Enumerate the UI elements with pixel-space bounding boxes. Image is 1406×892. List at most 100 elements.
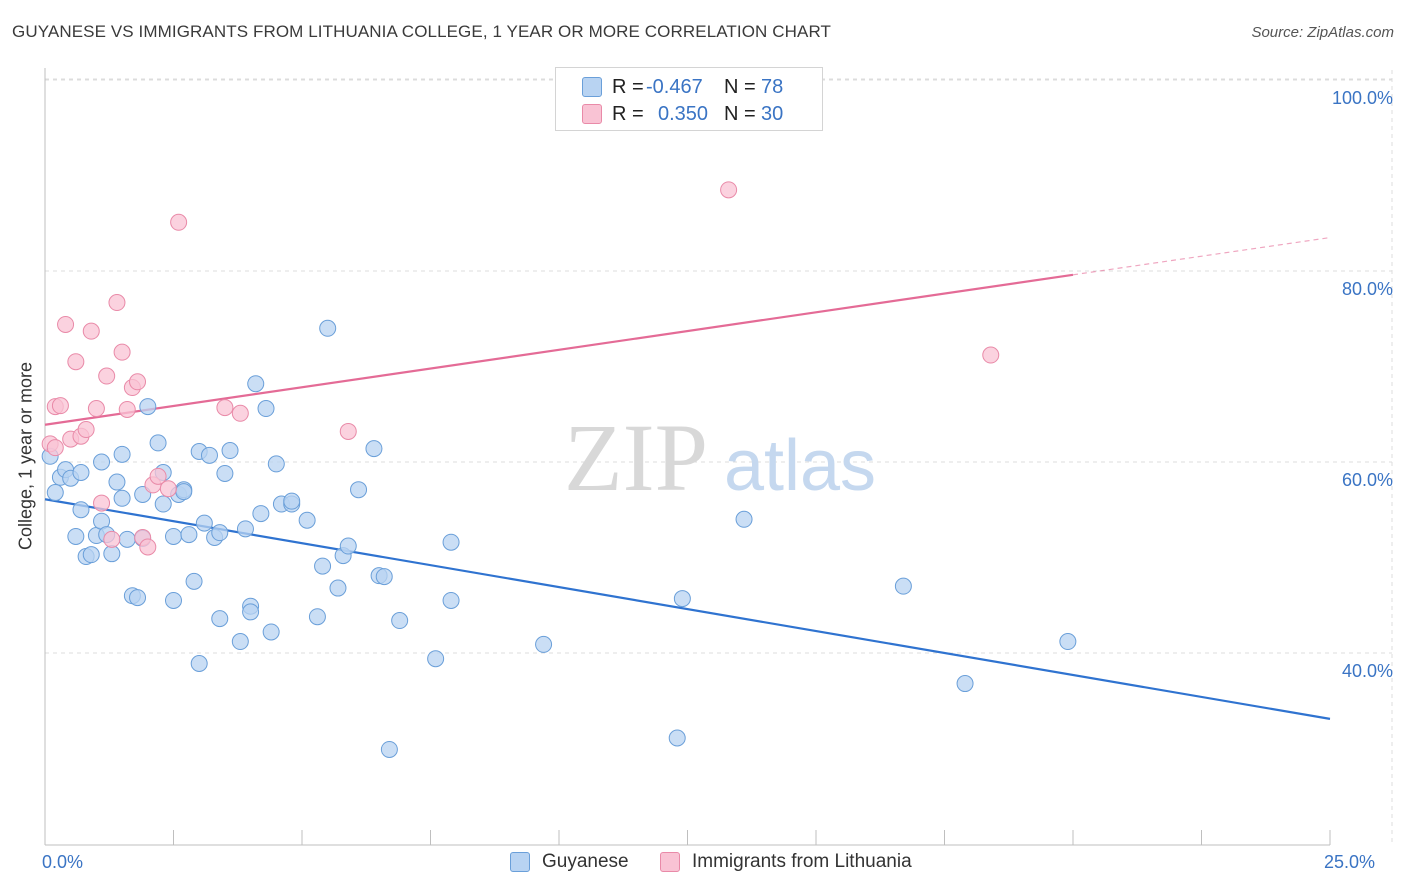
- legend-r-label: R =: [612, 102, 644, 125]
- point-guyanese: [257, 400, 275, 418]
- point-guyanese: [72, 464, 90, 482]
- point-guyanese: [956, 675, 974, 693]
- point-guyanese: [427, 650, 445, 668]
- point-lithuania: [67, 353, 85, 371]
- point-guyanese: [391, 612, 409, 630]
- gridlines: [45, 70, 1393, 845]
- point-guyanese: [329, 579, 347, 597]
- point-guyanese: [350, 481, 368, 499]
- legend-swatch-blue: [510, 852, 530, 872]
- point-lithuania: [103, 530, 121, 548]
- point-guyanese: [442, 591, 460, 609]
- point-guyanese: [267, 455, 285, 473]
- point-guyanese: [668, 729, 686, 747]
- point-guyanese: [673, 590, 691, 608]
- trend-lines: [44, 236, 1331, 720]
- point-guyanese: [175, 483, 193, 501]
- point-guyanese: [67, 527, 85, 545]
- y-tick-label: 80.0%: [1342, 279, 1393, 299]
- point-lithuania: [57, 315, 75, 333]
- point-guyanese: [319, 319, 337, 337]
- y-tick-label: 100.0%: [1332, 88, 1393, 108]
- point-guyanese: [247, 375, 265, 393]
- trend-line-lithuania: [44, 273, 1074, 426]
- point-guyanese: [118, 530, 136, 548]
- point-guyanese: [190, 655, 208, 673]
- source-label: Source: ZipAtlas.com: [1251, 24, 1394, 41]
- point-lithuania: [98, 367, 116, 385]
- legend-r-label: R =: [612, 75, 644, 98]
- point-guyanese: [185, 572, 203, 590]
- point-lithuania: [149, 467, 167, 485]
- point-guyanese: [211, 610, 229, 628]
- y-tick-labels: 40.0% 60.0% 80.0% 100.0%: [1332, 88, 1393, 681]
- point-guyanese: [298, 511, 316, 529]
- point-guyanese: [252, 505, 270, 523]
- legend-label-lithuania: Immigrants from Lithuania: [692, 851, 912, 872]
- point-guyanese: [46, 484, 64, 502]
- point-guyanese: [314, 557, 332, 575]
- legend-row-guyanese: R = -0.467 N = 78: [582, 75, 783, 99]
- point-lithuania: [118, 400, 136, 418]
- series-guyanese: [41, 319, 1077, 758]
- point-guyanese: [535, 635, 553, 653]
- point-guyanese: [442, 533, 460, 551]
- point-lithuania: [129, 373, 147, 391]
- point-guyanese: [165, 527, 182, 545]
- legend-r-value: 0.350: [658, 102, 709, 125]
- point-guyanese: [283, 492, 301, 510]
- series-lithuania: [41, 181, 1000, 556]
- point-lithuania: [113, 343, 131, 361]
- point-guyanese: [894, 577, 912, 595]
- legend-n-value: 30: [761, 102, 784, 125]
- point-lithuania: [216, 399, 234, 417]
- point-lithuania: [339, 422, 357, 440]
- x-tick-label-max: 25.0%: [1324, 852, 1376, 872]
- point-lithuania: [139, 538, 157, 556]
- point-lithuania: [159, 480, 177, 498]
- point-lithuania: [77, 421, 95, 439]
- point-guyanese: [236, 520, 254, 538]
- point-guyanese: [113, 489, 131, 507]
- y-axis-label: College, 1 year or more: [15, 361, 36, 551]
- point-guyanese: [72, 501, 90, 519]
- point-guyanese: [180, 526, 198, 544]
- point-guyanese: [129, 589, 147, 607]
- trend-extension-lithuania: [1072, 236, 1331, 276]
- point-lithuania: [46, 439, 64, 457]
- point-guyanese: [93, 453, 111, 471]
- watermark-zip: ZIP: [564, 404, 708, 511]
- point-guyanese: [380, 740, 398, 758]
- point-lithuania: [170, 213, 188, 231]
- point-guyanese: [108, 473, 126, 491]
- point-lithuania: [982, 346, 1000, 364]
- point-guyanese: [735, 510, 753, 528]
- point-lithuania: [51, 397, 69, 415]
- legend-r-value: -0.467: [646, 75, 703, 98]
- point-guyanese: [195, 514, 213, 532]
- x-tick-label-min: 0.0%: [42, 852, 84, 872]
- point-guyanese: [375, 568, 393, 586]
- point-guyanese: [308, 608, 326, 626]
- point-guyanese: [242, 603, 260, 621]
- point-guyanese: [221, 442, 239, 460]
- legend-item-lithuania: Immigrants from Lithuania: [660, 851, 912, 873]
- point-guyanese: [262, 623, 280, 641]
- point-guyanese: [154, 495, 172, 513]
- legend-n-value: 78: [761, 75, 784, 98]
- point-guyanese: [1059, 633, 1077, 651]
- trend-line-guyanese: [44, 498, 1331, 720]
- point-guyanese: [139, 398, 157, 416]
- chart-title: GUYANESE VS IMMIGRANTS FROM LITHUANIA CO…: [12, 22, 832, 41]
- point-lithuania: [93, 494, 111, 512]
- legend-swatch-pink: [660, 852, 680, 872]
- point-guyanese: [200, 446, 218, 464]
- point-lithuania: [87, 400, 105, 418]
- legend-row-lithuania: R = 0.350 N = 30: [582, 102, 783, 126]
- legend-item-guyanese: Guyanese: [510, 851, 629, 873]
- point-guyanese: [216, 464, 234, 482]
- point-lithuania: [108, 294, 126, 312]
- y-tick-label: 40.0%: [1342, 661, 1393, 681]
- point-guyanese: [231, 633, 249, 651]
